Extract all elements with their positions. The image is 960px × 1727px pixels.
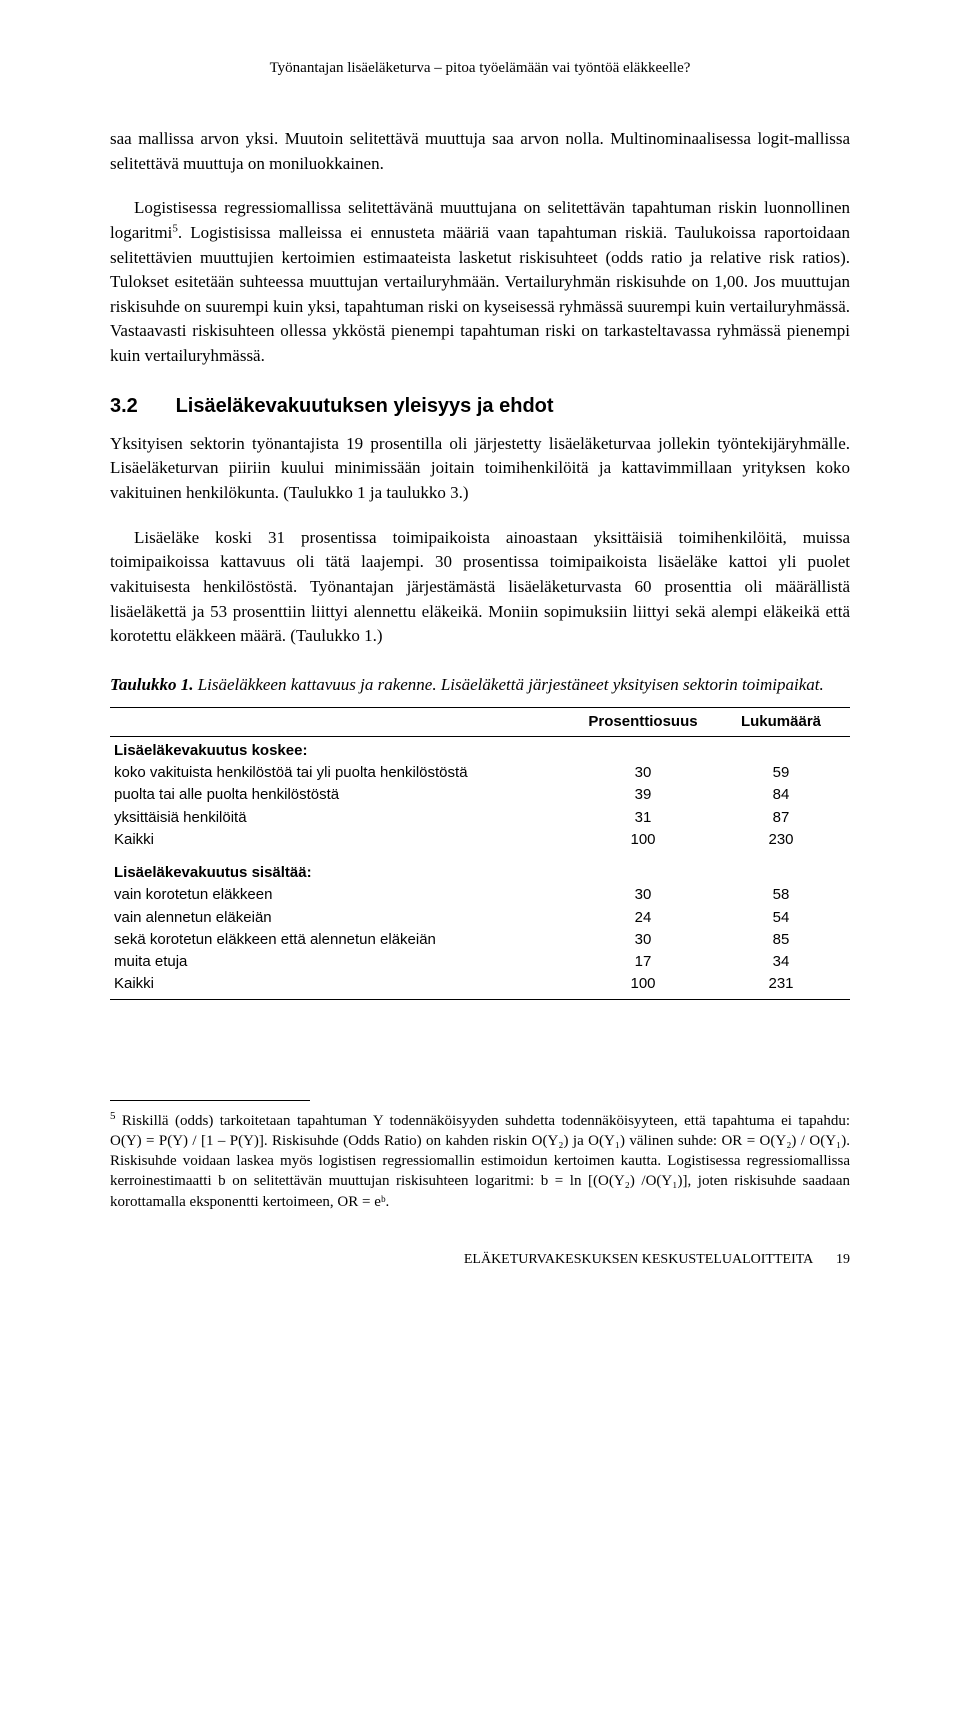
table-caption-label: Taulukko 1. xyxy=(110,675,193,694)
cell-pct: 30 xyxy=(574,762,712,784)
cell-label: Kaikki xyxy=(110,829,574,851)
para2-text-b: . Logistisissa malleissa ei ennusteta mä… xyxy=(110,223,850,365)
cell-n: 84 xyxy=(712,784,850,806)
table-row: yksittäisiä henkilöitä 31 87 xyxy=(110,807,850,829)
cell-n: 230 xyxy=(712,829,850,851)
running-header: Työnantajan lisäeläketurva – pitoa työel… xyxy=(110,60,850,77)
page-content: Työnantajan lisäeläketurva – pitoa työel… xyxy=(0,0,960,1308)
cell-n: 85 xyxy=(712,929,850,951)
table-row: sekä korotetun eläkkeen että alennetun e… xyxy=(110,929,850,951)
section-heading: 3.2 Lisäeläkevakuutuksen yleisyys ja ehd… xyxy=(110,395,850,418)
cell-label: Kaikki xyxy=(110,973,574,999)
table-row: puolta tai alle puolta henkilöstöstä 39 … xyxy=(110,784,850,806)
cell-n: 59 xyxy=(712,762,850,784)
cell-empty xyxy=(574,736,712,762)
cell-label: muita etuja xyxy=(110,951,574,973)
table-caption-text: Lisäeläkkeen kattavuus ja rakenne. Lisäe… xyxy=(193,675,823,694)
cell-label: sekä korotetun eläkkeen että alennetun e… xyxy=(110,929,574,951)
col-pct: Prosenttiosuus xyxy=(574,707,712,736)
table-row: Kaikki 100 231 xyxy=(110,973,850,999)
table-row: Kaikki 100 230 xyxy=(110,829,850,851)
section-number: 3.2 xyxy=(110,395,170,418)
table-row: muita etuja 17 34 xyxy=(110,951,850,973)
cell-pct: 24 xyxy=(574,907,712,929)
cell-pct: 17 xyxy=(574,951,712,973)
cell-empty xyxy=(712,851,850,884)
footnote-divider xyxy=(110,1100,310,1101)
cell-label: yksittäisiä henkilöitä xyxy=(110,807,574,829)
table-caption: Taulukko 1. Lisäeläkkeen kattavuus ja ra… xyxy=(110,673,850,697)
table-section-head-row: Lisäeläkevakuutus sisältää: xyxy=(110,851,850,884)
table-row: vain alennetun eläkeiän 24 54 xyxy=(110,907,850,929)
footer-text: ELÄKETURVAKESKUKSEN KESKUSTELUALOITTEITA xyxy=(464,1252,813,1267)
cell-label: vain korotetun eläkkeen xyxy=(110,884,574,906)
cell-empty xyxy=(574,851,712,884)
cell-pct: 100 xyxy=(574,829,712,851)
section1-head: Lisäeläkevakuutus koskee: xyxy=(110,736,574,762)
cell-n: 231 xyxy=(712,973,850,999)
paragraph-2: Logistisessa regressiomallissa selitettä… xyxy=(110,196,850,368)
cell-pct: 100 xyxy=(574,973,712,999)
table-header-row: Prosenttiosuus Lukumäärä xyxy=(110,707,850,736)
page-number: 19 xyxy=(836,1252,850,1268)
paragraph-3: Yksityisen sektorin työnantajista 19 pro… xyxy=(110,432,850,506)
cell-n: 87 xyxy=(712,807,850,829)
cell-n: 54 xyxy=(712,907,850,929)
cell-pct: 31 xyxy=(574,807,712,829)
table-section-head-row: Lisäeläkevakuutus koskee: xyxy=(110,736,850,762)
cell-label: koko vakituista henkilöstöä tai yli puol… xyxy=(110,762,574,784)
col-blank xyxy=(110,707,574,736)
section-title: Lisäeläkevakuutuksen yleisyys ja ehdot xyxy=(176,395,554,417)
page-footer: ELÄKETURVAKESKUKSEN KESKUSTELUALOITTEITA… xyxy=(110,1252,850,1268)
table-row: koko vakituista henkilöstöä tai yli puol… xyxy=(110,762,850,784)
table-row: vain korotetun eläkkeen 30 58 xyxy=(110,884,850,906)
footnote-5: 5 Riskillä (odds) tarkoitetaan tapahtuma… xyxy=(110,1109,850,1212)
table-1: Prosenttiosuus Lukumäärä Lisäeläkevakuut… xyxy=(110,707,850,1000)
cell-empty xyxy=(712,736,850,762)
footnote-text: Riskillä (odds) tarkoitetaan tapahtuman … xyxy=(110,1113,850,1210)
cell-label: vain alennetun eläkeiän xyxy=(110,907,574,929)
cell-pct: 39 xyxy=(574,784,712,806)
cell-pct: 30 xyxy=(574,884,712,906)
cell-pct: 30 xyxy=(574,929,712,951)
cell-n: 58 xyxy=(712,884,850,906)
paragraph-4: Lisäeläke koski 31 prosentissa toimipaik… xyxy=(110,526,850,649)
cell-label: puolta tai alle puolta henkilöstöstä xyxy=(110,784,574,806)
col-count: Lukumäärä xyxy=(712,707,850,736)
cell-n: 34 xyxy=(712,951,850,973)
paragraph-1: saa mallissa arvon yksi. Muutoin selitet… xyxy=(110,127,850,176)
section2-head: Lisäeläkevakuutus sisältää: xyxy=(110,851,574,884)
